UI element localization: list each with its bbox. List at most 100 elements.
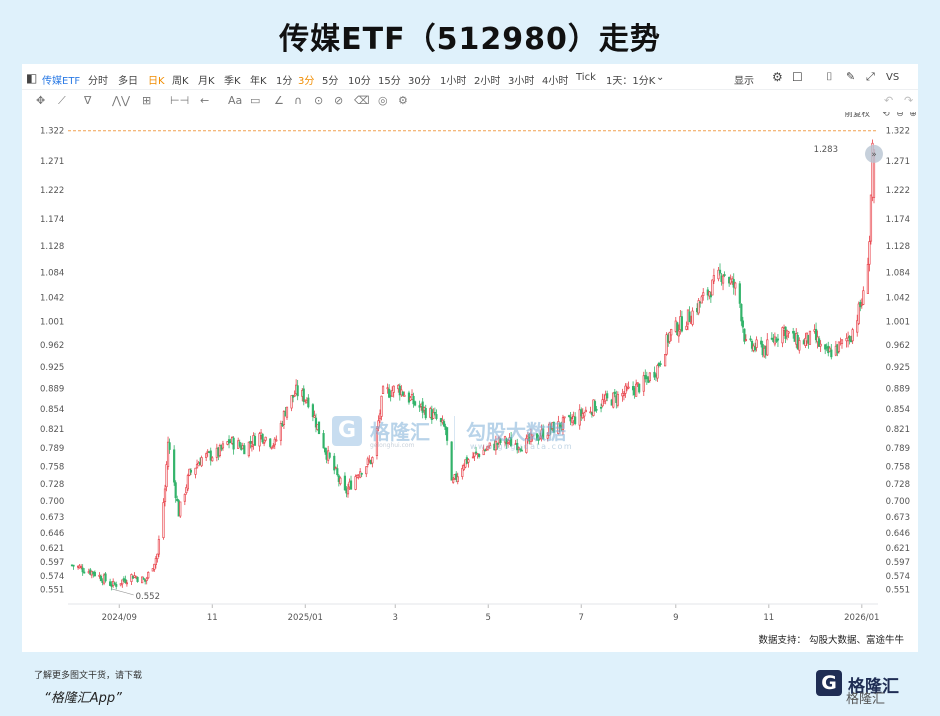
candle-body [848, 335, 851, 341]
candle-body [580, 409, 583, 417]
y-tick-label-left: 1.084 [40, 268, 64, 278]
wave-icon[interactable]: ⋀⋁ [112, 94, 131, 107]
tab-period-15[interactable]: 3小时 [508, 76, 535, 87]
y-tick-label-left: 1.174 [40, 215, 64, 225]
symbol-label[interactable]: 传媒ETF [42, 76, 81, 87]
candle-body [723, 274, 726, 276]
tab-period-17[interactable]: Tick [576, 72, 596, 83]
candle-body [195, 464, 199, 469]
candle-body [452, 479, 455, 483]
display-menu[interactable]: 显示 [734, 76, 754, 87]
channel-icon[interactable]: ∇ [84, 94, 92, 107]
candle-body [121, 579, 124, 585]
candle-body [830, 349, 833, 358]
tab-period-4[interactable]: 月K [198, 76, 215, 87]
candle-body [818, 338, 821, 347]
tab-period-3[interactable]: 周K [172, 76, 189, 87]
y-tick-label-left: 0.551 [40, 586, 64, 596]
fullscreen-icon[interactable]: ⤢ [866, 70, 875, 83]
bars-icon[interactable]: ⊞ [142, 94, 152, 107]
candle-body [433, 412, 436, 414]
candle-body [473, 452, 476, 457]
move-icon[interactable]: ✥ [36, 94, 46, 107]
y-tick-label-right: 1.128 [886, 242, 910, 252]
candle-body [741, 320, 744, 328]
tab-period-7[interactable]: 1分 [276, 76, 293, 87]
candle-body [391, 390, 394, 397]
candle-body [154, 558, 157, 566]
square-icon[interactable]: ☐ [792, 70, 803, 84]
candle-body [711, 279, 714, 296]
candle-body [676, 322, 679, 336]
candle-body [467, 459, 470, 463]
tab-period-8[interactable]: 3分 [298, 76, 315, 87]
lock-icon[interactable]: ⊙ [314, 94, 324, 107]
eye-icon[interactable]: ◎ [378, 94, 388, 107]
tab-period-18[interactable]: 1天：1分K [606, 76, 656, 87]
candle-body [856, 320, 859, 333]
line-icon[interactable]: ⟋ [58, 94, 66, 107]
candle-body [840, 339, 844, 344]
tab-period-1[interactable]: 多日 [118, 76, 138, 87]
candle-body [627, 386, 630, 389]
candle-body [403, 394, 406, 397]
tab-period-16[interactable]: 4小时 [542, 76, 569, 87]
y-tick-label-right: 0.621 [886, 544, 910, 554]
candle-body [642, 375, 645, 392]
candle-body [709, 294, 712, 298]
tab-period-14[interactable]: 2小时 [474, 76, 501, 87]
hide-icon[interactable]: ⊘ [334, 94, 344, 107]
tab-period-11[interactable]: 15分 [378, 76, 401, 87]
camera-icon[interactable]: ⌷ [826, 70, 833, 83]
tab-period-10[interactable]: 10分 [348, 76, 371, 87]
layout-icon[interactable]: ◧ [26, 71, 38, 85]
tab-period-0[interactable]: 分时 [88, 76, 108, 87]
candle-body [247, 441, 250, 457]
vs-button[interactable]: VS [886, 72, 900, 83]
y-tick-label-left: 0.646 [40, 529, 64, 539]
pencil-icon[interactable]: ✎ [846, 70, 856, 83]
candle-body [211, 457, 214, 462]
tab-period-5[interactable]: 季K [224, 76, 241, 87]
candle-body [157, 539, 161, 555]
settings-icon[interactable]: ⚙ [772, 70, 783, 84]
candle-body [866, 264, 869, 294]
redo-icon[interactable]: ↷ [904, 94, 914, 107]
text-icon[interactable]: Aa [228, 94, 243, 107]
tab-period-12[interactable]: 30分 [408, 76, 431, 87]
gear-icon[interactable]: ⚙ [398, 94, 408, 107]
y-tick-label-right: 0.728 [886, 480, 910, 490]
candle-body [269, 438, 272, 447]
candle-body [183, 494, 186, 502]
undo-icon[interactable]: ↶ [884, 94, 894, 107]
trash-icon[interactable]: ⌫ [354, 94, 370, 107]
tab-period-6[interactable]: 年K [250, 76, 267, 87]
tab-period-2[interactable]: 日K [148, 76, 165, 87]
candle-body [264, 436, 267, 441]
candle-body [668, 332, 671, 342]
candle-body [324, 447, 327, 453]
candle-body [494, 440, 497, 451]
candle-body [814, 328, 818, 341]
candle-body [869, 194, 873, 242]
ruler-icon[interactable]: ∠ [274, 94, 284, 107]
comment-icon[interactable]: ▭ [250, 94, 261, 107]
magnet-icon[interactable]: ∩ [294, 94, 303, 107]
y-tick-label-right: 0.854 [886, 405, 910, 415]
candle-body [531, 434, 534, 437]
tab-period-9[interactable]: 5分 [322, 76, 339, 87]
candle-body [740, 304, 743, 322]
range-icon[interactable]: ⊢⊣ [170, 94, 190, 107]
candle-body [336, 468, 339, 476]
candle-body [450, 441, 453, 481]
candle-body [261, 433, 264, 443]
tab-period-13[interactable]: 1小时 [440, 76, 467, 87]
candle-body [168, 442, 171, 450]
candle-body [622, 393, 626, 396]
candle-body [743, 328, 746, 342]
x-tick-label: 2025/01 [288, 613, 323, 623]
candle-body [616, 393, 619, 406]
candle-body [808, 330, 812, 345]
chevron-down-icon[interactable]: ⌄ [656, 72, 665, 83]
arrow-icon[interactable]: ← [200, 94, 210, 107]
